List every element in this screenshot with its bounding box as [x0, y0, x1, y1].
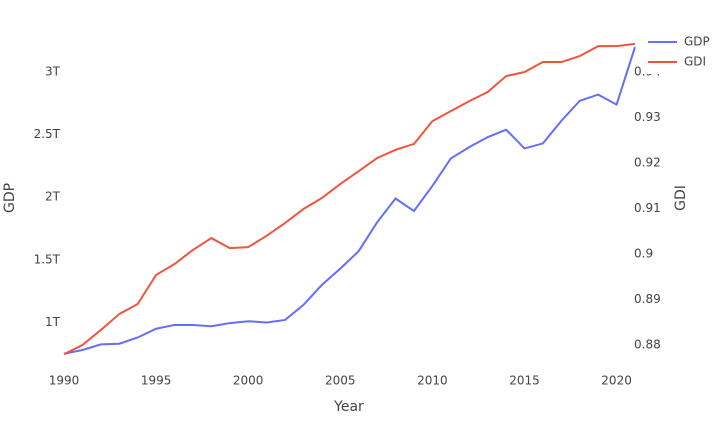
legend-background	[642, 30, 719, 74]
y2-tick-label: 0.89	[634, 292, 661, 306]
y2-tick-label: 0.91	[634, 201, 661, 215]
y-axis-title: GDP	[2, 183, 18, 213]
x-tick-label: 2010	[417, 374, 448, 388]
line-series	[63, 46, 636, 355]
y-tick-label: 1.5T	[34, 252, 61, 266]
x-tick-label: 2000	[233, 374, 264, 388]
x-tick-label: 1990	[49, 374, 80, 388]
y-tick-label: 3T	[45, 65, 61, 79]
x-tick-label: 2020	[601, 374, 632, 388]
y2-tick-label: 0.92	[634, 156, 661, 170]
y-tick-label: 2T	[45, 190, 61, 204]
y2-tick-label: 0.9	[634, 247, 653, 261]
y-tick-label: 1T	[45, 315, 61, 329]
x-tick-label: 1995	[141, 374, 172, 388]
y2-tick-label: 0.88	[634, 337, 661, 351]
y2-axis-title: GDI	[673, 185, 689, 211]
y-tick-label: 2.5T	[34, 127, 61, 141]
y2-tick-label: 0.93	[634, 110, 661, 124]
x-tick-label: 2015	[509, 374, 540, 388]
legend-label: GDI	[684, 55, 706, 69]
x-axis-title: Year	[333, 399, 364, 415]
legend-label: GDP	[684, 35, 710, 49]
line-series	[63, 42, 636, 355]
x-tick-label: 2005	[325, 374, 356, 388]
